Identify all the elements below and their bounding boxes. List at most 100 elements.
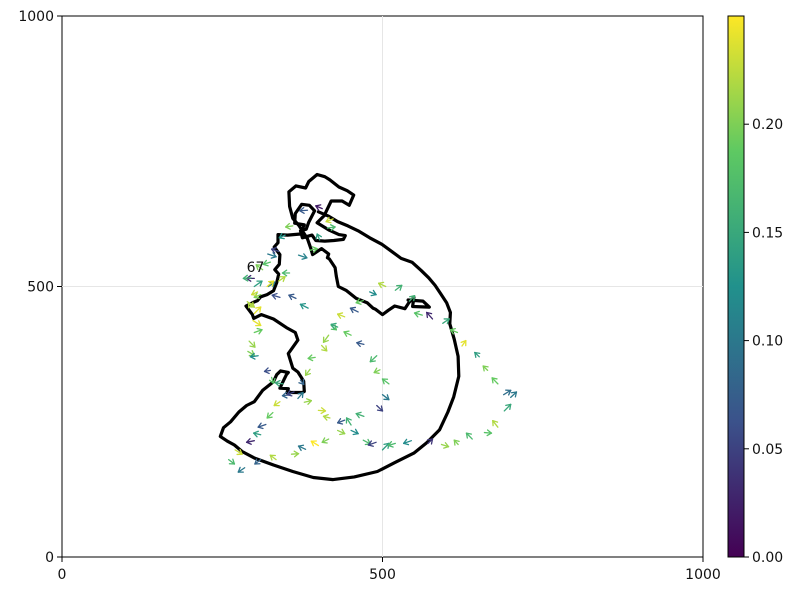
quiver-arrow	[336, 312, 346, 319]
quiver-arrow	[286, 389, 295, 397]
colorbar-tick-label: 0.20	[752, 117, 783, 133]
quiver-arrow	[303, 398, 312, 405]
quiver-arrow	[268, 376, 276, 384]
quiver-arrow	[278, 276, 286, 283]
quiver-arrow	[273, 400, 281, 407]
quiver-arrow	[492, 420, 499, 428]
quiver-arrow	[299, 207, 309, 214]
quiver-arrow	[408, 295, 416, 302]
quiver-arrow	[271, 292, 281, 300]
quiver-arrow	[376, 404, 384, 412]
quiver-arrow	[474, 351, 481, 359]
quiver-arrow	[290, 450, 300, 458]
quiver-arrow	[252, 319, 262, 327]
quiver-arrow	[343, 330, 352, 337]
quiver-arrow	[322, 334, 330, 343]
quiver-arrow	[304, 368, 311, 376]
quiver-arrow	[245, 438, 255, 445]
quiver-arrow	[336, 428, 346, 436]
quiver-arrow	[320, 344, 328, 352]
quiver-arrow	[307, 354, 316, 362]
quiver-arrow	[255, 264, 264, 271]
quiver-arrow	[288, 293, 297, 301]
quiver-arrow	[356, 340, 365, 348]
quiver-arrow	[297, 253, 308, 260]
quiver-arrow	[317, 407, 327, 415]
quiver-arrow	[381, 378, 390, 385]
quiver-arrow	[281, 269, 291, 277]
colorbar-tick-label: 0.10	[752, 334, 783, 350]
quiver-arrow	[442, 318, 450, 325]
quiver-arrow	[262, 259, 271, 267]
quiver-arrow	[378, 281, 387, 289]
quiver-arrow	[228, 458, 236, 465]
quiver-arrow	[326, 224, 336, 232]
quiver-arrow	[266, 411, 274, 419]
quiver-arrow	[251, 289, 259, 297]
quiver-arrow	[373, 367, 381, 374]
quiver-arrow	[269, 454, 277, 461]
quiver-arrow	[270, 247, 280, 254]
quiver-arrow	[460, 339, 467, 347]
quiver-arrow	[394, 284, 403, 291]
quiver-arrow	[234, 448, 243, 456]
quiver-arrow	[298, 378, 305, 386]
quiver-arrow	[403, 438, 412, 446]
quiver-arrow	[483, 429, 493, 437]
x-tick-label: 1000	[685, 567, 721, 583]
y-tick-label: 500	[27, 280, 54, 296]
quiver-arrow	[426, 438, 434, 445]
quiver-arrow	[315, 233, 322, 241]
plot-area: 67	[61, 15, 704, 558]
colorbar-tick-label: 0.15	[752, 225, 783, 241]
y-axis: 0 500 1000	[18, 9, 62, 566]
colorbar-gradient	[727, 15, 745, 558]
quiver-arrow	[502, 389, 512, 396]
x-tick-label: 0	[58, 567, 67, 583]
quiver-arrow	[387, 440, 396, 448]
quiver-arrow	[350, 428, 359, 436]
x-axis: 0 500 1000	[58, 557, 721, 583]
quiver-arrow	[254, 458, 262, 465]
quiver-arrow	[440, 442, 450, 449]
quiver-arrow	[349, 306, 359, 314]
quiver-arrow	[248, 340, 256, 348]
quiver-arrow	[345, 417, 352, 426]
annotation-label: 67	[247, 260, 265, 276]
outline-path	[218, 172, 461, 482]
quiver-arrow	[297, 391, 304, 400]
outline-line	[218, 172, 461, 482]
quiver-arrow	[482, 365, 489, 372]
quiver-arrow	[369, 289, 377, 297]
colorbar: 0.00 0.05 0.10 0.15 0.20	[727, 15, 783, 566]
quiver-arrow	[355, 298, 364, 305]
quiver-arrow	[465, 432, 473, 440]
quiver-arrow	[237, 466, 246, 473]
quiver-arrow	[299, 302, 309, 310]
y-tick-label: 1000	[18, 9, 54, 25]
quiver-arrow	[367, 440, 377, 447]
quiver-arrow	[381, 442, 390, 451]
quiver-arrow	[449, 327, 459, 335]
quiver-arrow	[266, 280, 275, 288]
quiver-arrow	[267, 252, 277, 259]
quiver-arrow	[242, 274, 252, 282]
quiver-arrow	[274, 379, 284, 387]
quiver-arrow	[253, 327, 263, 335]
quiver-arrow	[278, 232, 286, 240]
quiver-arrow	[426, 311, 434, 320]
quiver-arrow	[491, 377, 499, 385]
grid-lines	[62, 16, 703, 557]
quiver-arrow	[253, 430, 262, 438]
quiver-arrow	[321, 437, 330, 444]
quiver-arrow	[297, 444, 307, 452]
quiver-arrow	[322, 413, 331, 421]
quiver-arrow	[503, 403, 512, 412]
quiver-arrows	[228, 204, 518, 473]
quiver-arrow	[381, 394, 390, 401]
y-tick-label: 0	[45, 550, 54, 566]
quiver-arrow	[355, 411, 365, 419]
quiver-arrow	[249, 352, 259, 360]
quiver-arrow	[315, 204, 323, 211]
